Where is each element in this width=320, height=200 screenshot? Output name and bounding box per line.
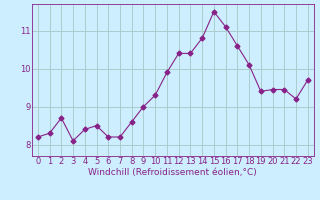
- X-axis label: Windchill (Refroidissement éolien,°C): Windchill (Refroidissement éolien,°C): [88, 168, 257, 177]
